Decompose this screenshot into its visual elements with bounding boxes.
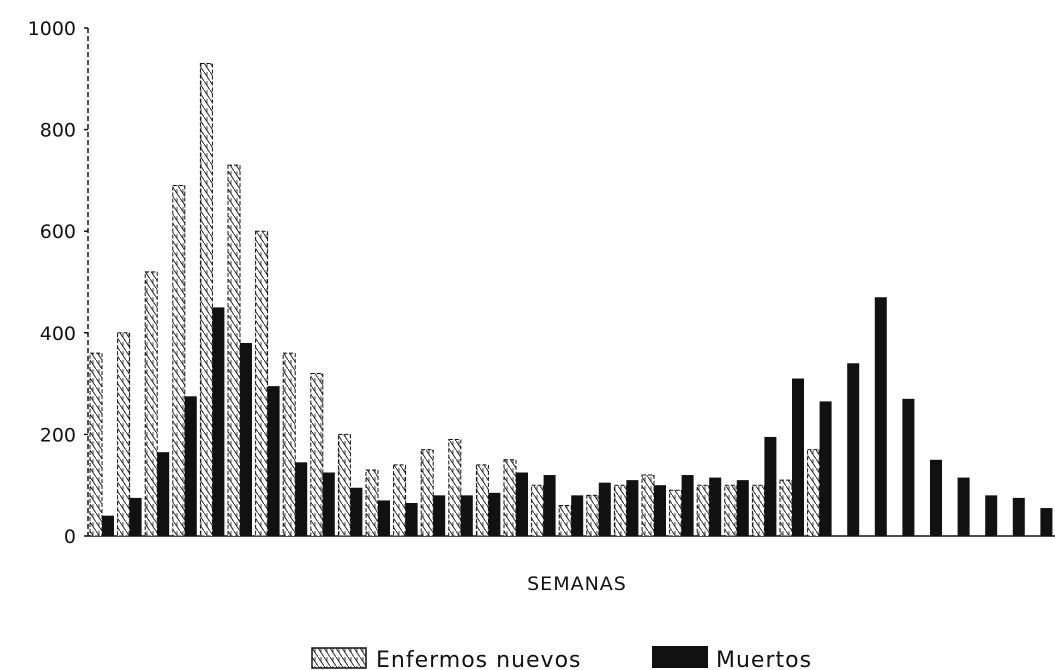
bar-muertos (902, 398, 915, 536)
bar-muertos (322, 472, 335, 536)
bar-enfermos-nuevos (503, 459, 517, 537)
bar-muertos (709, 477, 722, 536)
bar-enfermos-nuevos (558, 505, 572, 537)
bar-enfermos-nuevos (807, 449, 821, 537)
bar-enfermos-nuevos (641, 474, 655, 537)
bar-enfermos-nuevos (227, 164, 241, 537)
bar-muertos (874, 297, 887, 536)
bar-enfermos-nuevos (613, 484, 627, 537)
legend-label-muertos: Muertos (716, 648, 812, 670)
bar-muertos (1040, 508, 1053, 536)
bar-muertos (267, 386, 280, 536)
bar-muertos (350, 487, 363, 536)
bar-enfermos-nuevos (89, 352, 103, 537)
bars (89, 63, 1053, 537)
y-tick-label: 400 (40, 323, 76, 345)
legend-swatch-muertos (652, 646, 708, 668)
bar-muertos (847, 363, 860, 536)
bar-enfermos-nuevos (144, 271, 158, 537)
y-tick-label: 800 (40, 120, 76, 142)
bar-muertos (405, 502, 418, 536)
y-tick-label: 200 (40, 424, 76, 446)
bar-muertos (488, 492, 501, 536)
bar-enfermos-nuevos (724, 484, 738, 537)
bar-muertos (654, 485, 666, 536)
y-tick-label: 600 (40, 221, 76, 243)
bar-enfermos-nuevos (199, 63, 213, 537)
bar-muertos (460, 495, 473, 536)
y-tick-label: 1000 (28, 18, 76, 40)
bar-muertos (240, 342, 252, 536)
bar-enfermos-nuevos (751, 484, 765, 537)
bar-muertos (543, 475, 556, 536)
bar-muertos (598, 482, 611, 536)
bar-enfermos-nuevos (531, 484, 545, 537)
bar-enfermos-nuevos (365, 469, 379, 537)
bar-enfermos-nuevos (310, 372, 324, 537)
bar-muertos (957, 477, 970, 536)
bar-muertos (571, 495, 584, 536)
bar-enfermos-nuevos (172, 184, 186, 537)
bar-enfermos-nuevos (586, 494, 600, 537)
bar-muertos (626, 480, 639, 536)
bar-enfermos-nuevos (669, 489, 683, 537)
bar-enfermos-nuevos (255, 230, 269, 537)
bar-enfermos-nuevos (696, 484, 710, 537)
bar-muertos (1012, 497, 1025, 536)
bar-muertos (516, 472, 528, 536)
bar-muertos (681, 475, 694, 536)
bar-enfermos-nuevos (393, 464, 407, 537)
bar-enfermos-nuevos (420, 449, 434, 537)
bar-enfermos-nuevos (282, 352, 296, 537)
y-tick-label: 0 (64, 526, 76, 548)
legend-swatch-enfermos-nuevos (311, 647, 367, 669)
bar-muertos (129, 497, 142, 536)
bar-muertos (184, 396, 197, 536)
legend-label-enfermos-nuevos: Enfermos nuevos (376, 648, 582, 670)
bar-muertos (433, 495, 446, 536)
bar-muertos (736, 480, 749, 536)
bar-muertos (295, 462, 308, 536)
bar-muertos (157, 452, 170, 536)
bar-muertos (792, 378, 804, 536)
bar-muertos (930, 459, 942, 536)
bar-muertos (212, 307, 225, 536)
bar-enfermos-nuevos (475, 464, 489, 537)
x-axis-title: SEMANAS (527, 573, 627, 595)
bar-muertos (819, 401, 832, 536)
bar-enfermos-nuevos (117, 332, 131, 537)
legend: Enfermos nuevos Muertos (311, 646, 812, 670)
bar-muertos (764, 436, 777, 536)
bar-enfermos-nuevos (779, 479, 793, 537)
bar-enfermos-nuevos (337, 433, 351, 537)
bar-enfermos-nuevos (448, 438, 462, 537)
bar-muertos (378, 500, 390, 536)
bar-muertos (985, 495, 998, 536)
bar-muertos (102, 515, 114, 536)
